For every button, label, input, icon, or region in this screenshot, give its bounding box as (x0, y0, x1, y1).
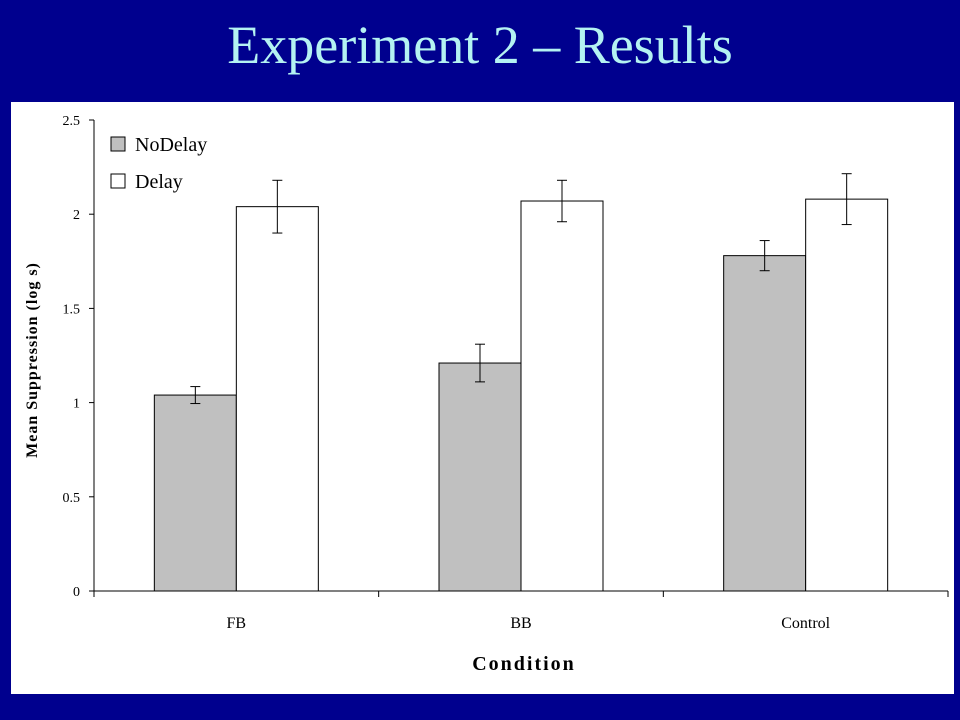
bar-delay (520, 200, 604, 592)
y-tick-label: 0 (73, 585, 80, 600)
y-tick-label: 0.5 (63, 491, 81, 506)
bar-delay (235, 206, 319, 592)
chart-panel: 0 0.5 1 1.5 2 2.5 FB BB Control Mean Suppressio… (11, 102, 954, 694)
bar-delay (805, 198, 889, 592)
y-tick-label: 2.5 (63, 114, 81, 129)
x-tick-label: Control (781, 615, 830, 632)
bar-nodelay (438, 362, 522, 592)
y-axis-title: Mean Suppression (log s) (24, 262, 41, 458)
legend-swatch-nodelay (110, 136, 126, 152)
y-tick-label: 2 (73, 208, 80, 223)
x-axis-title: Condition (472, 653, 576, 675)
slide-title: Experiment 2 – Results (227, 15, 733, 75)
y-tick-label: 1.5 (63, 302, 81, 317)
legend-label: Delay (135, 171, 183, 193)
legend-swatch-delay (110, 173, 126, 189)
bar-nodelay (723, 255, 807, 592)
bar-chart: 0 0.5 1 1.5 2 2.5 FB BB Control Mean Suppressio… (24, 114, 949, 675)
x-tick-label: FB (227, 615, 247, 632)
y-tick-label: 1 (73, 397, 80, 412)
x-tick-label: BB (510, 615, 531, 632)
bar-nodelay (153, 394, 237, 592)
legend-label: NoDelay (135, 134, 207, 156)
legend: NoDelay Delay (110, 134, 207, 193)
